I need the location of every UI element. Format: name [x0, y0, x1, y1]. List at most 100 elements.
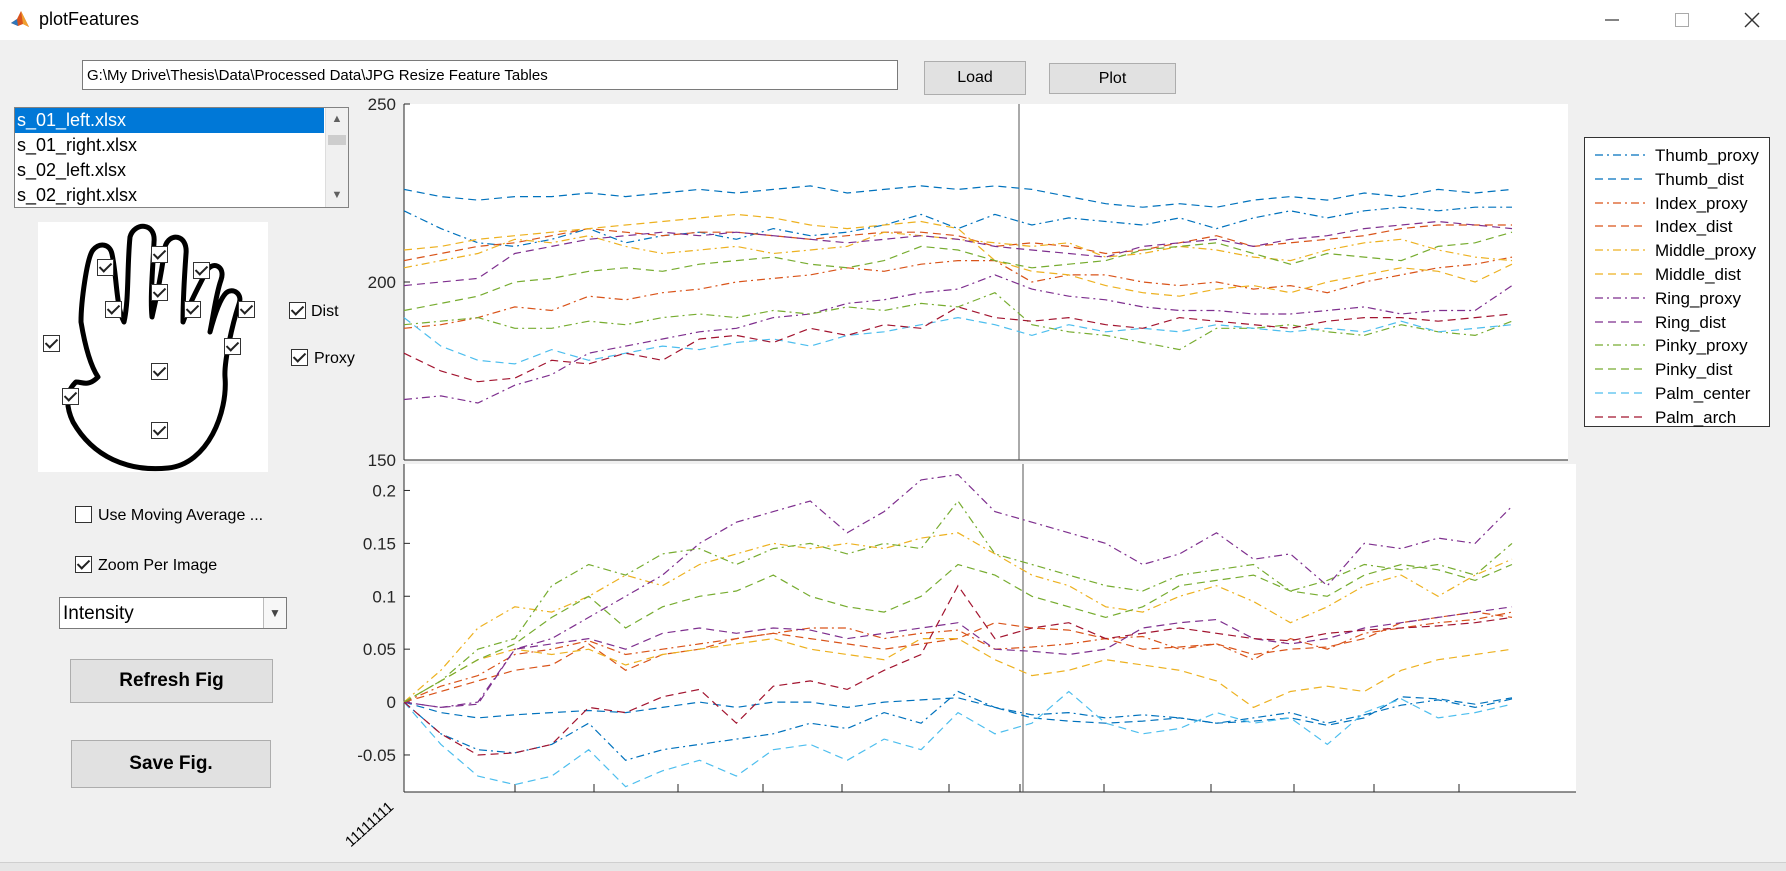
legend-item: Middle_proxy: [1585, 240, 1771, 260]
scroll-down-icon[interactable]: ▼: [331, 189, 343, 201]
series-line-thumb-dist: [403, 185, 1513, 208]
y-tick-label: 0.2: [372, 481, 396, 500]
finger-checkbox[interactable]: [151, 246, 168, 263]
legend-item: Middle_dist: [1585, 264, 1771, 284]
palm-arch-checkbox[interactable]: [151, 422, 168, 439]
legend-label: Palm_arch: [1655, 407, 1737, 427]
legend-line-icon: [1595, 225, 1647, 228]
finger-checkbox[interactable]: [97, 259, 114, 276]
series-line-palm-arch: [403, 584, 1513, 756]
plot-legend: Thumb_proxy Thumb_dist Index_proxy Index_di…: [1584, 137, 1770, 427]
close-icon: [1744, 12, 1760, 28]
series-line-palm-center: [403, 316, 1513, 365]
series-line-ring-dist: [403, 220, 1513, 287]
proxy-checkbox[interactable]: [291, 349, 308, 366]
legend-item: Index_proxy: [1585, 193, 1771, 213]
moving-average-checkbox[interactable]: [75, 506, 92, 523]
finger-checkbox[interactable]: [193, 262, 210, 279]
finger-checkbox[interactable]: [151, 284, 168, 301]
series-line-pinky-dist: [403, 563, 1513, 703]
proxy-label: Proxy: [314, 350, 355, 367]
series-line-index-dist: [403, 224, 1512, 262]
scroll-up-icon[interactable]: ▲: [331, 113, 343, 125]
legend-line-icon: [1595, 201, 1647, 204]
series-line-pinky-dist: [403, 231, 1513, 312]
legend-item: Pinky_proxy: [1585, 335, 1771, 355]
series-line-middle-dist: [403, 637, 1513, 709]
moving-average-label: Use Moving Average ...: [98, 507, 264, 524]
y-tick-label: 250: [368, 95, 396, 114]
legend-item: Index_dist: [1585, 216, 1771, 236]
legend-item: Thumb_dist: [1585, 169, 1771, 189]
legend-label: Ring_proxy: [1655, 288, 1741, 308]
maximize-button[interactable]: [1652, 0, 1712, 40]
legend-item: Palm_arch: [1585, 407, 1771, 427]
zoom-per-image-checkbox[interactable]: [75, 556, 92, 573]
finger-checkbox[interactable]: [184, 301, 201, 318]
legend-label: Pinky_dist: [1655, 360, 1733, 380]
series-line-pinky-proxy: [403, 499, 1513, 703]
plot-area: [404, 104, 1568, 460]
close-button[interactable]: [1722, 0, 1782, 40]
minimize-button[interactable]: [1582, 0, 1642, 40]
finger-checkbox[interactable]: [105, 301, 122, 318]
refresh-fig-button[interactable]: Refresh Fig: [70, 659, 273, 703]
legend-line-icon: [1595, 273, 1647, 275]
legend-label: Palm_center: [1655, 384, 1751, 403]
finger-checkbox[interactable]: [224, 338, 241, 355]
x-tick-label: 11111111: [342, 798, 398, 851]
bottom-scrollbar[interactable]: [0, 862, 1786, 871]
maximize-icon: [1675, 13, 1689, 27]
legend-label: Pinky_proxy: [1655, 336, 1748, 356]
series-line-palm-arch: [403, 306, 1513, 383]
feature-select[interactable]: Intensity ▼: [59, 597, 287, 629]
zoom-per-image-label: Zoom Per Image: [98, 557, 218, 574]
legend-line-icon: [1595, 392, 1647, 394]
matlab-icon: [9, 8, 31, 30]
plot-button[interactable]: Plot: [1049, 63, 1176, 94]
thumb-base-checkbox[interactable]: [62, 388, 79, 405]
top-plot: 150 200 250: [368, 95, 1568, 470]
hand-diagram-panel: [38, 222, 268, 472]
legend-label: Index_dist: [1655, 217, 1733, 237]
feature-select-value: Intensity: [63, 603, 134, 624]
y-tick-label: 0.15: [363, 534, 396, 553]
palm-center-checkbox[interactable]: [151, 363, 168, 380]
load-button[interactable]: Load: [924, 61, 1026, 95]
y-tick-label: 0.1: [372, 587, 396, 606]
minimize-icon: [1605, 19, 1619, 21]
scroll-thumb[interactable]: [328, 135, 346, 145]
legend-line-icon: [1595, 416, 1647, 418]
series-line-index-dist: [403, 611, 1513, 703]
file-list-item[interactable]: s_01_right.xlsx: [17, 135, 138, 155]
series-line-middle-proxy: [403, 532, 1513, 703]
legend-item: Pinky_dist: [1585, 359, 1771, 379]
series-line-middle-dist: [403, 213, 1513, 297]
file-listbox[interactable]: s_01_left.xlsx s_01_right.xlsx s_02_left…: [14, 107, 349, 208]
series-line-pinky-proxy: [403, 292, 1513, 351]
y-tick-label: 0: [387, 693, 396, 712]
series-line-thumb-proxy: [403, 690, 1513, 761]
series-line-palm-center: [403, 690, 1513, 788]
thumb-checkbox[interactable]: [43, 335, 60, 352]
chevron-down-icon[interactable]: ▼: [263, 598, 286, 628]
series-line-ring-proxy: [403, 473, 1513, 709]
legend-line-icon: [1595, 297, 1647, 299]
hand-outline-icon: [65, 223, 243, 472]
legend-item: Ring_proxy: [1585, 288, 1771, 308]
legend-line-icon: [1595, 154, 1647, 156]
file-list-item[interactable]: s_01_left.xlsx: [15, 108, 324, 133]
bottom-plot: -0.05 0 0.05 0.1 0.15 0.2: [357, 464, 1576, 793]
finger-checkbox[interactable]: [238, 301, 255, 318]
dist-checkbox[interactable]: [289, 302, 306, 319]
legend-item: Palm_center: [1585, 383, 1771, 403]
legend-label: Middle_proxy: [1655, 241, 1757, 261]
series-line-ring-proxy: [403, 274, 1513, 404]
file-list-item[interactable]: s_02_right.xlsx: [17, 185, 138, 205]
list-scrollbar[interactable]: ▲ ▼: [325, 108, 348, 207]
save-fig-button[interactable]: Save Fig.: [71, 740, 271, 788]
folder-path-input[interactable]: [82, 60, 898, 90]
file-list-item[interactable]: s_02_left.xlsx: [17, 160, 127, 180]
series-line-middle-proxy: [403, 231, 1513, 269]
y-tick-label: 150: [368, 451, 396, 470]
